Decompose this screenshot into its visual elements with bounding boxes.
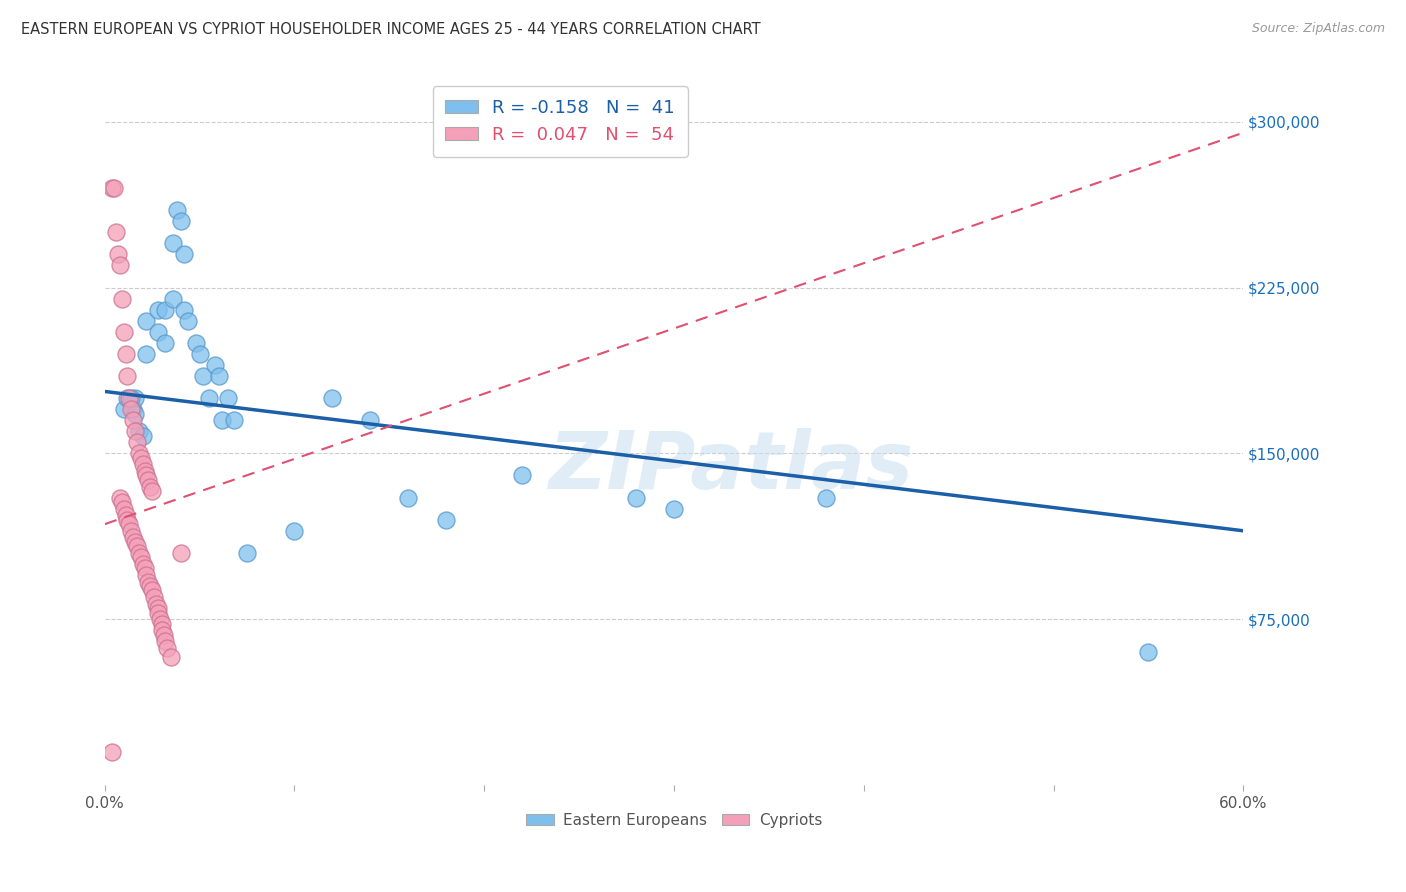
Point (207, 369, 229, 384)
Point (131, 557, 153, 571)
Point (150, 624, 173, 638)
Point (155, 634, 177, 648)
Point (128, 546, 150, 560)
Point (162, 292, 184, 306)
Point (193, 369, 215, 384)
Point (136, 473, 159, 487)
Point (236, 546, 259, 560)
Point (141, 483, 163, 498)
Point (120, 391, 142, 405)
Point (107, 247, 129, 261)
Point (434, 513, 457, 527)
Text: ZIPatlas: ZIPatlas (548, 427, 914, 506)
Point (117, 391, 139, 405)
Point (128, 424, 150, 438)
Point (156, 640, 179, 655)
Point (128, 446, 150, 460)
Point (131, 458, 153, 472)
Point (125, 539, 148, 553)
Point (146, 302, 169, 317)
Point (177, 314, 200, 328)
Point (124, 407, 146, 421)
Point (184, 335, 207, 350)
Point (118, 517, 141, 532)
Point (120, 402, 142, 417)
Point (359, 413, 381, 427)
Point (103, 181, 125, 195)
Point (112, 501, 135, 516)
Point (135, 314, 157, 328)
Point (146, 601, 169, 615)
Point (283, 524, 305, 538)
Point (139, 579, 162, 593)
Point (112, 402, 135, 417)
Point (111, 495, 134, 509)
Point (112, 325, 135, 339)
Legend: Eastern Europeans, Cypriots: Eastern Europeans, Cypriots (520, 807, 828, 834)
Point (111, 292, 134, 306)
Point (321, 391, 343, 405)
Point (169, 214, 191, 228)
Point (114, 508, 136, 523)
Point (1137, 645, 1160, 659)
Point (101, 181, 124, 195)
Point (204, 358, 226, 372)
Point (510, 468, 533, 483)
Point (117, 369, 139, 384)
Point (211, 413, 233, 427)
Point (155, 335, 177, 350)
Point (124, 424, 146, 438)
Point (134, 561, 156, 575)
Point (135, 468, 157, 483)
Point (124, 391, 146, 405)
Point (129, 550, 152, 565)
Point (166, 203, 188, 218)
Point (108, 259, 131, 273)
Point (222, 413, 245, 427)
Point (114, 347, 136, 361)
Point (173, 302, 195, 317)
Point (149, 612, 172, 626)
Point (136, 574, 159, 589)
Point (169, 546, 191, 560)
Point (122, 413, 145, 427)
Point (122, 402, 145, 417)
Point (624, 491, 647, 505)
Point (135, 347, 157, 361)
Point (155, 302, 177, 317)
Point (108, 491, 131, 505)
Point (160, 649, 183, 664)
Point (146, 325, 169, 339)
Point (662, 501, 685, 516)
Point (139, 479, 162, 493)
Point (145, 597, 167, 611)
Point (105, 225, 128, 239)
Point (162, 236, 184, 251)
Point (188, 347, 211, 361)
Point (396, 491, 419, 505)
Text: Source: ZipAtlas.com: Source: ZipAtlas.com (1251, 22, 1385, 36)
Point (146, 606, 169, 620)
Point (198, 391, 221, 405)
Point (117, 513, 139, 527)
Point (122, 530, 145, 544)
Point (143, 590, 166, 604)
Point (124, 534, 146, 549)
Point (131, 428, 153, 442)
Point (118, 391, 141, 405)
Point (135, 568, 157, 582)
Point (814, 491, 837, 505)
Point (217, 391, 239, 405)
Point (150, 616, 173, 631)
Point (125, 435, 148, 450)
Point (101, 745, 124, 759)
Text: EASTERN EUROPEAN VS CYPRIOT HOUSEHOLDER INCOME AGES 25 - 44 YEARS CORRELATION CH: EASTERN EUROPEAN VS CYPRIOT HOUSEHOLDER … (21, 22, 761, 37)
Point (129, 450, 152, 465)
Point (134, 464, 156, 478)
Point (120, 524, 142, 538)
Point (141, 583, 163, 598)
Point (152, 628, 174, 642)
Point (173, 247, 195, 261)
